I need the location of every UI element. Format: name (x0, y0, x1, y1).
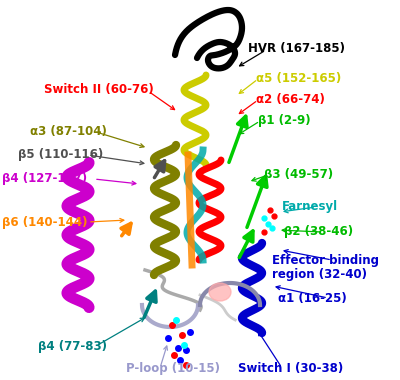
Text: α5 (152-165): α5 (152-165) (256, 72, 341, 85)
Text: Farnesyl: Farnesyl (282, 200, 338, 213)
Text: α2 (66-74): α2 (66-74) (256, 93, 325, 106)
Text: β1 (2-9): β1 (2-9) (258, 114, 311, 127)
Text: P-loop (10-15): P-loop (10-15) (126, 362, 220, 375)
Text: β5 (110-116): β5 (110-116) (18, 148, 103, 161)
Ellipse shape (209, 283, 231, 301)
Text: region (32-40): region (32-40) (272, 268, 367, 281)
Text: HVR (167-185): HVR (167-185) (248, 42, 345, 55)
Text: α3 (87-104): α3 (87-104) (30, 125, 107, 138)
Text: β6 (140-144): β6 (140-144) (2, 216, 88, 229)
Text: β4 (127-137): β4 (127-137) (2, 172, 87, 185)
Text: β4 (77-83): β4 (77-83) (38, 340, 107, 353)
Text: Switch I (30-38): Switch I (30-38) (238, 362, 343, 375)
Text: β2 (38-46): β2 (38-46) (284, 225, 353, 238)
Text: Switch II (60-76): Switch II (60-76) (44, 83, 154, 96)
Text: Effector binding: Effector binding (272, 254, 379, 267)
Text: β3 (49-57): β3 (49-57) (264, 168, 333, 181)
Text: α1 (16-25): α1 (16-25) (278, 292, 347, 305)
